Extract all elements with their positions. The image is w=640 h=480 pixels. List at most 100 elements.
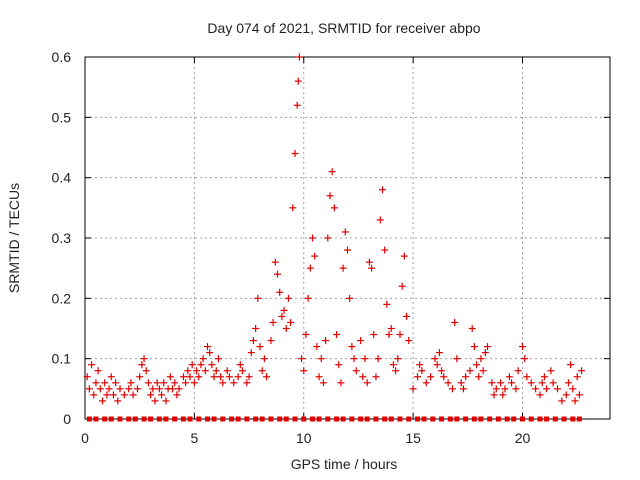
data-point — [107, 373, 115, 381]
data-point — [249, 337, 257, 345]
data-point — [199, 355, 207, 363]
zero-point — [340, 416, 346, 422]
data-point — [140, 355, 148, 363]
data-point — [96, 385, 104, 393]
data-point — [129, 391, 137, 399]
data-point — [575, 391, 583, 399]
data-point — [144, 379, 152, 387]
data-point — [210, 373, 218, 381]
zero-point — [447, 416, 453, 422]
data-point — [245, 373, 253, 381]
zero-point — [511, 416, 517, 422]
zero-point — [132, 416, 138, 422]
data-point — [359, 373, 367, 381]
data-point — [217, 373, 225, 381]
x-tick-label: 5 — [190, 430, 198, 446]
data-point — [182, 379, 190, 387]
data-point — [298, 355, 306, 363]
data-point — [466, 367, 474, 375]
data-point — [188, 361, 196, 369]
data-point — [219, 379, 227, 387]
data-point — [90, 391, 98, 399]
zero-point — [520, 416, 525, 422]
zero-point — [504, 416, 510, 422]
data-point — [549, 379, 557, 387]
data-point — [101, 379, 109, 387]
data-point — [422, 379, 430, 387]
zero-point — [478, 416, 484, 422]
zero-point — [561, 416, 567, 422]
data-point — [260, 355, 268, 363]
data-point — [116, 385, 124, 393]
data-point — [94, 367, 102, 375]
data-point — [431, 355, 439, 363]
data-point — [175, 385, 183, 393]
data-point — [278, 312, 286, 320]
data-point — [293, 101, 301, 109]
zero-point — [187, 416, 193, 422]
data-point — [536, 391, 544, 399]
data-point — [223, 367, 231, 375]
data-point — [523, 373, 531, 381]
data-point — [573, 373, 581, 381]
data-point — [462, 373, 470, 381]
data-point — [346, 294, 354, 302]
data-point — [381, 246, 389, 254]
data-point — [333, 331, 341, 339]
data-point — [435, 349, 443, 357]
data-point — [271, 258, 279, 266]
data-point — [184, 367, 192, 375]
zero-point — [325, 416, 331, 422]
data-point — [88, 361, 96, 369]
zero-point — [537, 416, 543, 422]
data-point — [280, 306, 288, 314]
data-point — [127, 379, 135, 387]
data-point — [291, 150, 299, 158]
y-tick-label: 0.2 — [52, 290, 72, 306]
data-point — [197, 361, 205, 369]
data-point — [125, 385, 133, 393]
zero-point — [163, 416, 169, 422]
data-point — [473, 361, 481, 369]
data-point — [405, 337, 413, 345]
zero-point — [487, 416, 493, 422]
data-point — [151, 397, 159, 405]
zero-point — [148, 416, 154, 422]
data-point — [350, 355, 358, 363]
data-point — [294, 77, 302, 85]
zero-point — [421, 416, 427, 422]
data-point — [501, 385, 509, 393]
zero-point — [310, 416, 315, 422]
zero-point — [301, 416, 307, 422]
zero-point — [415, 416, 420, 422]
zero-point — [156, 416, 162, 422]
data-point — [508, 379, 516, 387]
data-point — [562, 391, 570, 399]
data-point — [247, 349, 255, 357]
zero-point — [528, 416, 534, 422]
data-point — [319, 379, 327, 387]
zero-point — [552, 416, 558, 422]
data-point — [138, 361, 146, 369]
data-point — [379, 186, 386, 194]
data-point — [85, 385, 93, 393]
data-point — [120, 391, 128, 399]
x-tick-label: 10 — [296, 430, 312, 446]
data-point — [169, 385, 176, 393]
zero-point — [253, 416, 259, 422]
data-point — [328, 168, 336, 176]
data-point — [147, 391, 155, 399]
data-point — [322, 337, 330, 345]
data-point — [300, 367, 308, 375]
data-point — [230, 379, 238, 387]
zero-point — [373, 416, 379, 422]
x-tick-label: 0 — [81, 430, 89, 446]
data-point — [505, 373, 513, 381]
data-point — [225, 373, 233, 381]
y-axis: 0 0.1 0.2 0.3 0.4 0.5 0.6 — [52, 49, 610, 427]
data-point — [387, 325, 395, 332]
zero-point — [205, 416, 210, 422]
data-point — [540, 373, 548, 381]
data-point — [418, 367, 426, 375]
data-point — [481, 349, 489, 357]
